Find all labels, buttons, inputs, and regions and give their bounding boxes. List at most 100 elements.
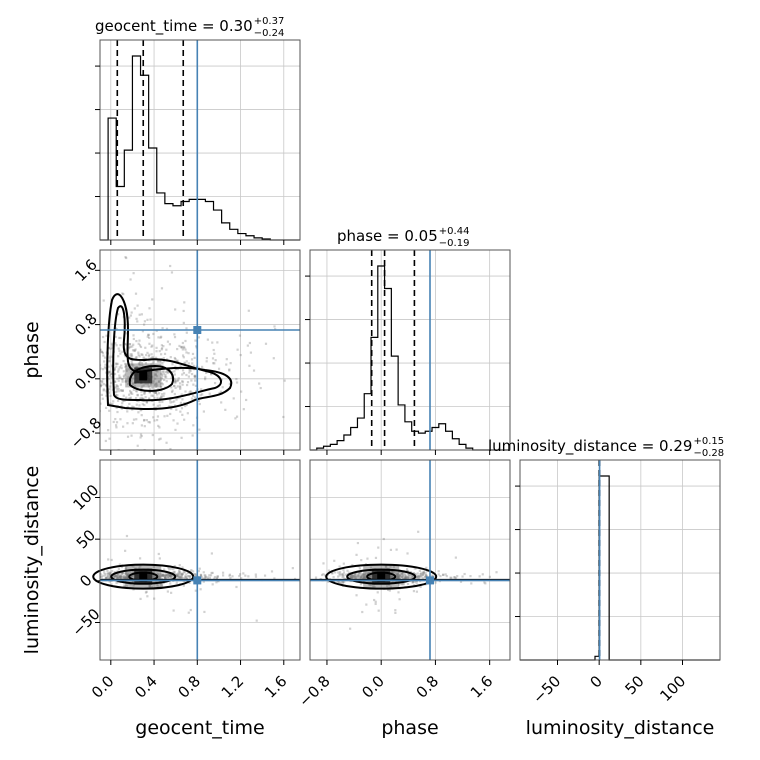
scatter-point (158, 574, 161, 577)
scatter-point (157, 552, 160, 556)
scatter-point (140, 313, 143, 316)
scatter-point (154, 356, 158, 359)
scatter-point (349, 576, 352, 579)
scatter-point (183, 571, 186, 574)
scatter-point (184, 404, 187, 408)
scatter-point (170, 573, 173, 577)
scatter-point (121, 572, 124, 575)
scatter-point (48, 384, 50, 386)
tick-label-x-geocent_time-4: 1.6 (261, 672, 291, 702)
scatter-point (273, 325, 276, 328)
scatter-point (115, 576, 118, 579)
scatter-point (368, 571, 371, 574)
scatter-point (397, 576, 400, 579)
scatter-point (185, 331, 188, 334)
scatter-point (370, 574, 373, 578)
scatter-point (153, 576, 156, 580)
scatter-point (131, 422, 134, 425)
scatter-point (116, 377, 119, 380)
scatter-point (395, 576, 398, 579)
scatter-point (368, 576, 371, 579)
scatter-point (148, 353, 151, 356)
scatter-point (122, 571, 125, 574)
scatter-point (117, 370, 120, 373)
scatter-point (166, 370, 169, 373)
scatter-point (107, 576, 110, 580)
scatter-point (91, 573, 93, 575)
scatter-point (338, 572, 341, 575)
scatter-point (405, 569, 409, 573)
scatter-point (397, 591, 400, 594)
scatter-point (194, 339, 197, 342)
scatter-point (105, 384, 108, 387)
scatter-point (173, 385, 176, 388)
scatter-point (154, 373, 157, 376)
scatter-point (125, 343, 128, 346)
scatter-point (100, 576, 102, 579)
scatter-point (354, 576, 357, 579)
scatter-point (415, 575, 418, 579)
scatter-point (395, 573, 399, 577)
scatter-point (72, 374, 74, 376)
scatter-point (161, 574, 164, 577)
scatter-point (142, 356, 145, 359)
scatter-point (121, 389, 124, 392)
scatter-point (168, 574, 171, 577)
scatter-point (341, 581, 344, 584)
scatter-point (148, 397, 151, 400)
scatter-point (185, 577, 188, 580)
scatter-point (168, 405, 171, 408)
scatter-point (389, 565, 392, 568)
scatter-point (104, 573, 107, 576)
scatter-point (414, 573, 417, 576)
scatter-point (367, 575, 371, 578)
scatter-point (340, 582, 343, 585)
scatter-point (138, 363, 141, 366)
scatter-point (161, 327, 164, 330)
scatter-point (354, 576, 357, 579)
scatter-point (53, 410, 55, 412)
scatter-point (145, 590, 148, 593)
scatter-point (302, 574, 304, 576)
scatter-point (149, 318, 152, 321)
scatter-point (162, 345, 165, 348)
scatter-point (109, 572, 112, 575)
scatter-point (113, 570, 117, 574)
scatter-point (67, 398, 69, 400)
scatter-point (130, 311, 133, 314)
scatter-point (130, 362, 134, 365)
scatter-point (52, 574, 54, 576)
scatter-point (124, 572, 127, 575)
scatter-point (137, 353, 140, 356)
scatter-point (115, 421, 119, 424)
scatter-point (128, 393, 131, 396)
scatter-point (136, 444, 139, 447)
scatter-point (90, 405, 92, 407)
scatter-point (100, 572, 102, 575)
scatter-point (147, 333, 150, 337)
scatter-point (140, 390, 143, 393)
scatter-point (134, 567, 137, 570)
scatter-point (95, 400, 97, 402)
scatter-point (151, 362, 154, 365)
scatter-point (242, 572, 245, 575)
scatter-point (111, 402, 114, 406)
scatter-point (156, 577, 160, 580)
scatter-point (197, 399, 200, 403)
scatter-point (63, 576, 65, 578)
scatter-point (377, 546, 380, 549)
scatter-point (390, 575, 393, 579)
scatter-point (151, 375, 154, 378)
scatter-point (416, 572, 419, 575)
scatter-point (138, 397, 142, 400)
scatter-point (205, 356, 208, 360)
scatter-point (120, 574, 123, 577)
scatter-point (156, 360, 160, 363)
scatter-point (352, 574, 356, 577)
scatter-point (392, 580, 395, 583)
scatter-point (103, 360, 106, 363)
scatter-point (385, 565, 388, 568)
scatter-point (416, 577, 419, 580)
scatter-point (342, 574, 345, 577)
scatter-point (152, 360, 155, 364)
